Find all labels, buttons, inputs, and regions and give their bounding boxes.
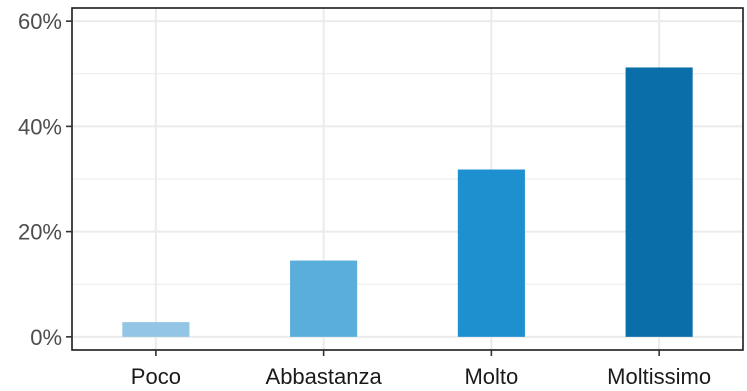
bar-abbastanza bbox=[290, 260, 358, 337]
x-tick-label: Molto bbox=[464, 364, 518, 389]
x-tick-label: Abbastanza bbox=[266, 364, 383, 389]
y-axis-tick-labels: 0% 20% 40% 60% bbox=[18, 9, 62, 350]
x-axis-tick-labels: Poco Abbastanza Molto Moltissimo bbox=[131, 364, 711, 389]
y-tick-label: 0% bbox=[30, 325, 62, 350]
bar-molto bbox=[457, 169, 525, 337]
bars-group bbox=[122, 67, 693, 337]
bar-moltissimo bbox=[625, 67, 693, 337]
bar-poco bbox=[122, 322, 190, 337]
y-axis-ticks bbox=[66, 20, 72, 338]
panel-border bbox=[71, 7, 744, 351]
y-tick-label: 40% bbox=[18, 114, 62, 139]
x-tick-label: Poco bbox=[131, 364, 181, 389]
y-tick-label: 20% bbox=[18, 220, 62, 245]
x-axis-ticks bbox=[155, 350, 660, 356]
x-tick-label: Moltissimo bbox=[607, 364, 711, 389]
y-tick-label: 60% bbox=[18, 9, 62, 34]
